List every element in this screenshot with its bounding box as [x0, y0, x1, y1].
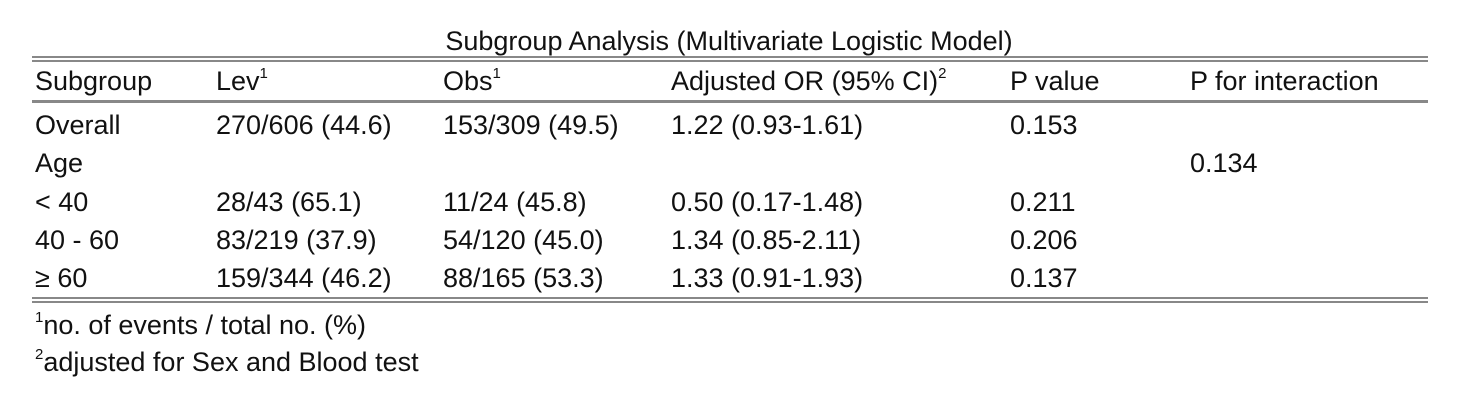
cell-adjusted-or: 0.50 (0.17-1.48) — [671, 187, 864, 217]
cell-lev: 28/43 (65.1) — [216, 187, 362, 217]
table-row: Overall 270/606 (44.6) 153/309 (49.5) 1.… — [0, 106, 1458, 144]
header-row: Subgroup Lev1 Obs1 Adjusted OR (95% CI)2… — [0, 62, 1458, 100]
cell-adjusted-or: 1.33 (0.91-1.93) — [671, 263, 864, 293]
cell-obs: 153/309 (49.5) — [443, 110, 619, 140]
header-obs: Obs1 — [443, 65, 501, 96]
cell-subgroup: 40 - 60 — [35, 225, 120, 255]
cell-p-value: 0.211 — [1010, 187, 1076, 217]
cell-subgroup: Overall — [35, 110, 121, 140]
header-adjusted-or: Adjusted OR (95% CI)2 — [671, 65, 947, 96]
header-lev: Lev1 — [216, 65, 268, 96]
header-rule — [32, 100, 1428, 103]
header-subgroup: Subgroup — [35, 66, 153, 96]
table-row: ≥ 60 159/344 (46.2) 88/165 (53.3) 1.33 (… — [0, 259, 1458, 297]
table-row: 40 - 60 83/219 (37.9) 54/120 (45.0) 1.34… — [0, 221, 1458, 259]
bottom-rule — [32, 297, 1428, 303]
table-row: Age 0.134 — [0, 144, 1458, 182]
cell-lev: 270/606 (44.6) — [216, 110, 392, 140]
cell-subgroup: Age — [35, 148, 84, 178]
cell-obs: 11/24 (45.8) — [443, 187, 587, 217]
header-p-value: P value — [1010, 66, 1100, 96]
cell-adjusted-or: 1.22 (0.93-1.61) — [671, 110, 864, 140]
top-rule — [32, 56, 1428, 62]
footnote: 1no. of events / total no. (%) — [35, 309, 367, 340]
cell-subgroup: < 40 — [35, 187, 89, 217]
cell-lev: 159/344 (46.2) — [216, 263, 392, 293]
cell-obs: 54/120 (45.0) — [443, 225, 604, 255]
cell-p-interaction: 0.134 — [1190, 148, 1258, 178]
cell-lev: 83/219 (37.9) — [216, 225, 377, 255]
table-row: < 40 28/43 (65.1) 11/24 (45.8) 0.50 (0.1… — [0, 183, 1458, 221]
cell-adjusted-or: 1.34 (0.85-2.11) — [671, 225, 862, 255]
footnote: 2adjusted for Sex and Blood test — [35, 346, 419, 377]
table-title: Subgroup Analysis (Multivariate Logistic… — [445, 26, 1013, 56]
cell-p-value: 0.153 — [1010, 110, 1078, 140]
cell-subgroup: ≥ 60 — [35, 263, 88, 293]
cell-obs: 88/165 (53.3) — [443, 263, 604, 293]
header-p-interaction: P for interaction — [1190, 66, 1379, 96]
cell-p-value: 0.137 — [1010, 263, 1078, 293]
cell-p-value: 0.206 — [1010, 225, 1078, 255]
